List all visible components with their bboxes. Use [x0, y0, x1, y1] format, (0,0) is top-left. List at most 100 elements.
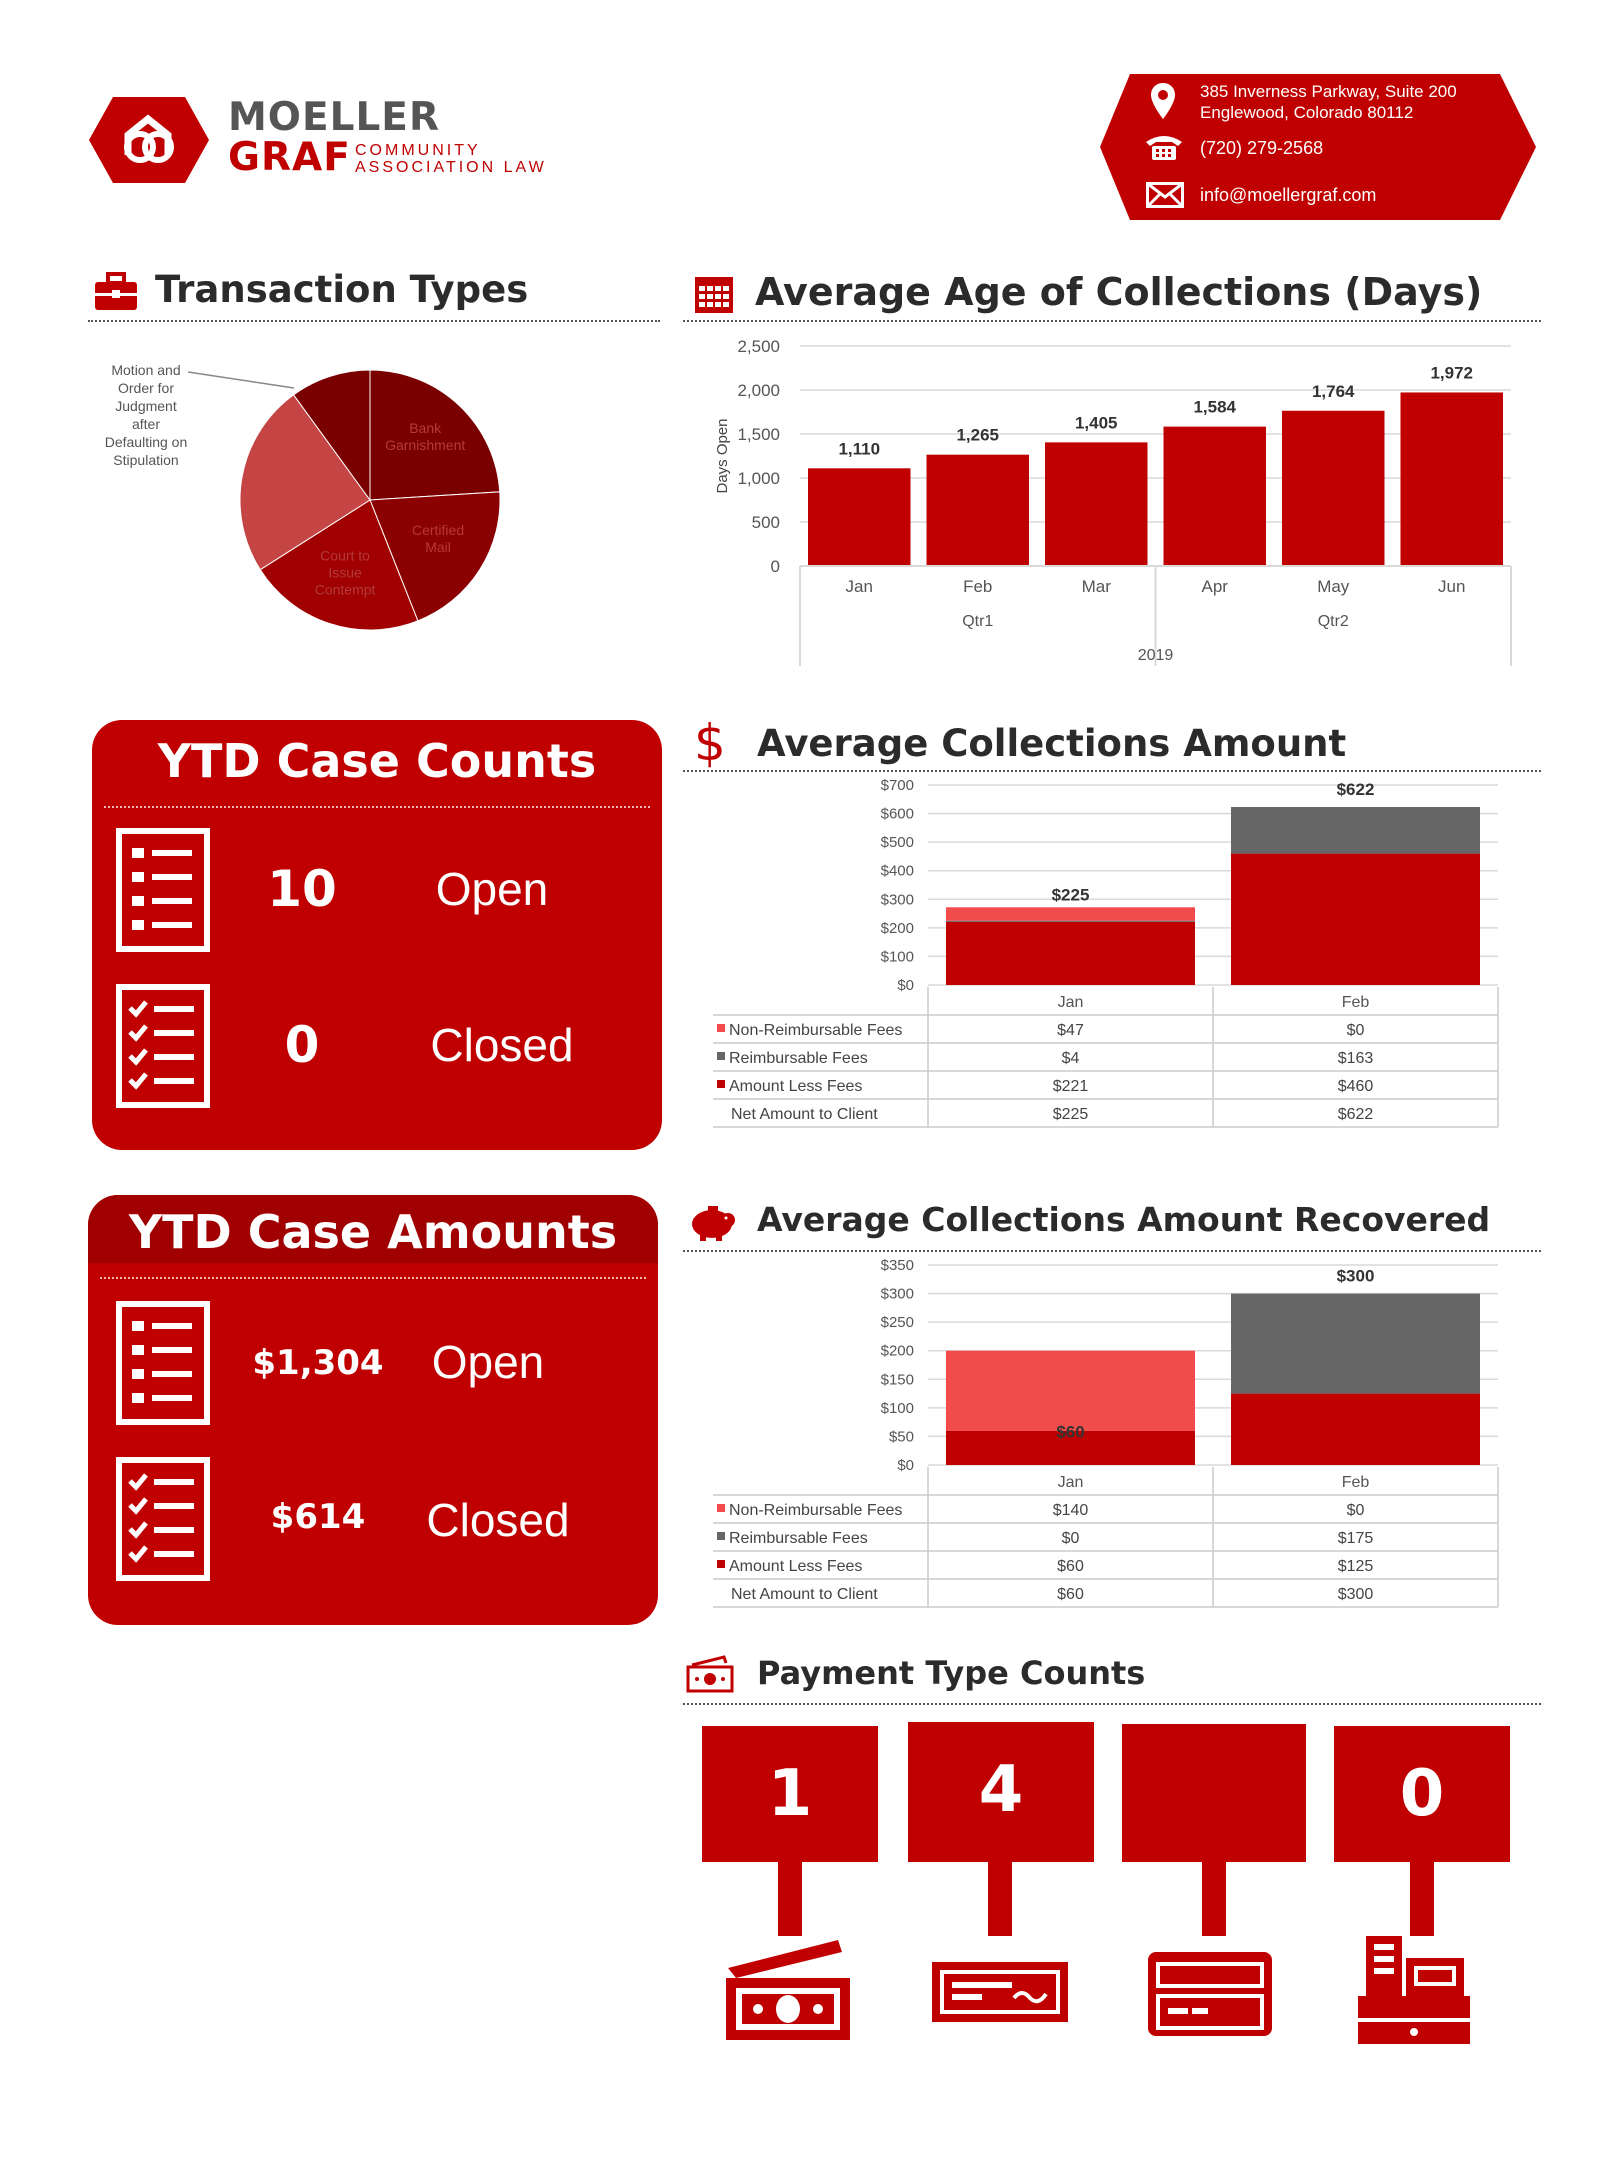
- divider: [683, 1250, 1541, 1252]
- stacked-bar-segment: [1231, 807, 1480, 854]
- net-value-label: $300: [1337, 1267, 1375, 1286]
- ytd-case-amounts-panel: YTD Case Amounts $1,304 Open $614 Closed: [88, 1195, 658, 1625]
- pie-slice: [292, 369, 371, 502]
- ytd-counts-title: YTD Case Counts: [157, 734, 597, 788]
- avg-age-bar-chart: 0 500 1,000 1,500 2,000 2,500 Days Open 1,110 Ja…: [714, 337, 1512, 666]
- y-tick-label: $100: [881, 948, 914, 965]
- bar-value-label: 1,110: [838, 439, 880, 458]
- payment-types-title: Payment Type Counts: [757, 1654, 1146, 1692]
- brand-line1: MOELLER: [228, 95, 440, 140]
- legend-swatch: [717, 1504, 725, 1512]
- y-tick-label: 1,000: [737, 469, 780, 488]
- table-row-label: Non-Reimbursable Fees: [729, 1022, 902, 1039]
- divider: [683, 770, 1541, 772]
- stacked-bar-segment: [1231, 853, 1480, 985]
- email-link[interactable]: info@moellergraf.com: [1200, 185, 1377, 205]
- table-cell: $140: [1053, 1502, 1089, 1519]
- check-icon: [932, 1962, 1068, 2022]
- y-axis-label: Days Open: [714, 418, 731, 493]
- brand-sub: COMMUNITY ASSOCIATION LAW: [355, 142, 547, 176]
- stacked-bar-segment: [946, 920, 1195, 922]
- location-pin-icon: [1151, 83, 1175, 119]
- pie-slice: [259, 499, 419, 631]
- x-tick-label: Feb: [963, 577, 992, 596]
- x-tick-label: Jun: [1438, 577, 1465, 596]
- stacked-bar-segment: [946, 921, 1195, 985]
- legend-swatch: [717, 1532, 725, 1540]
- open-label: Open: [431, 1336, 545, 1388]
- y-tick-label: $350: [881, 1257, 914, 1274]
- phone-number[interactable]: (720) 279-2568: [1200, 138, 1324, 158]
- table-cell: $47: [1057, 1022, 1084, 1039]
- address-line2: Englewood, Colorado 80112: [1200, 103, 1414, 122]
- payment-count-register: 0: [1334, 1726, 1510, 1862]
- table-cell: $175: [1338, 1530, 1374, 1547]
- brand-sub2: ASSOCIATION LAW: [355, 159, 547, 176]
- bar-value-label: 1,764: [1312, 382, 1355, 401]
- piggy-bank-icon: [692, 1206, 735, 1241]
- net-value-label: $225: [1052, 885, 1090, 904]
- signpost-stem: [1410, 1860, 1434, 1936]
- divider: [683, 320, 1541, 322]
- brand-sub1: COMMUNITY: [355, 142, 481, 159]
- table-row-label: Reimbursable Fees: [729, 1050, 868, 1067]
- phone-icon: [1146, 136, 1182, 160]
- y-tick-label: $600: [881, 806, 914, 823]
- table-row-label: Reimbursable Fees: [729, 1530, 868, 1547]
- y-tick-label: 2,500: [737, 337, 780, 356]
- quarter-label: Qtr2: [1318, 613, 1349, 630]
- table-cell: $163: [1338, 1050, 1374, 1067]
- open-label: Open: [435, 863, 549, 915]
- signpost-stem: [1202, 1860, 1226, 1936]
- table-cell: $0: [1347, 1502, 1365, 1519]
- table-cell: $4: [1062, 1050, 1080, 1067]
- table-col-header: Feb: [1342, 994, 1370, 1011]
- table-cell: $300: [1338, 1586, 1374, 1603]
- closed-label: Closed: [426, 1494, 570, 1546]
- y-tick-label: 500: [752, 513, 780, 532]
- y-tick-label: $0: [897, 1457, 914, 1474]
- net-value-label: $60: [1056, 1423, 1084, 1442]
- cash-register-icon: [1358, 1936, 1470, 2044]
- briefcase-icon: [95, 272, 137, 310]
- stacked-bar-segment: [946, 907, 1195, 921]
- signpost-stem: [988, 1860, 1012, 1936]
- avg-amount-stacked-chart: $0 $100 $200 $300 $400 $500 $600 $700 $225 $622 Ja…: [713, 777, 1499, 1128]
- y-tick-label: $200: [881, 920, 914, 937]
- divider: [104, 806, 650, 808]
- pie-slice-label: Court to Issue Contempt: [315, 548, 376, 598]
- open-count: 10: [267, 860, 337, 918]
- brand-line2: GRAF: [228, 135, 351, 180]
- bar-value-label: 1,405: [1075, 413, 1118, 432]
- y-tick-label: 2,000: [737, 381, 780, 400]
- payment-count-check: 4: [908, 1722, 1094, 1862]
- pie-slice-label: Bank Garnishment: [385, 420, 465, 453]
- address-line1: 385 Inverness Parkway, Suite 200: [1200, 82, 1457, 101]
- legend-swatch: [717, 1560, 725, 1568]
- stacked-bar-segment: [946, 1350, 1195, 1431]
- table-cell: $60: [1057, 1558, 1084, 1575]
- table-row-label: Net Amount to Client: [731, 1106, 878, 1123]
- stacked-bar-segment: [946, 1430, 1195, 1465]
- pie-slice-label: Certified Mail: [412, 522, 464, 555]
- bar-value-label: 1,972: [1430, 363, 1473, 382]
- avg-age-title: Average Age of Collections (Days): [755, 270, 1483, 314]
- quarter-label: Qtr1: [962, 613, 993, 630]
- divider: [88, 320, 660, 322]
- transaction-types-pie-chart: Bank Garnishment Certified Mail Court to Issu…: [105, 362, 501, 631]
- dollar-icon: $: [694, 714, 726, 772]
- pie-callout-leader: [187, 371, 295, 389]
- y-tick-label: 0: [771, 557, 780, 576]
- stacked-bar-segment: [1231, 1293, 1480, 1394]
- bar-value-label: 1,584: [1193, 398, 1236, 417]
- bar: [1045, 442, 1148, 566]
- avg-amount-title: Average Collections Amount: [757, 722, 1347, 765]
- y-tick-label: $700: [881, 777, 914, 794]
- envelope-icon: [1146, 182, 1184, 208]
- credit-card-icon: [1148, 1952, 1272, 2036]
- bar: [808, 468, 911, 566]
- y-tick-label: $500: [881, 834, 914, 851]
- x-tick-label: Mar: [1082, 577, 1112, 596]
- table-cell: $221: [1053, 1078, 1089, 1095]
- closed-label: Closed: [430, 1019, 574, 1071]
